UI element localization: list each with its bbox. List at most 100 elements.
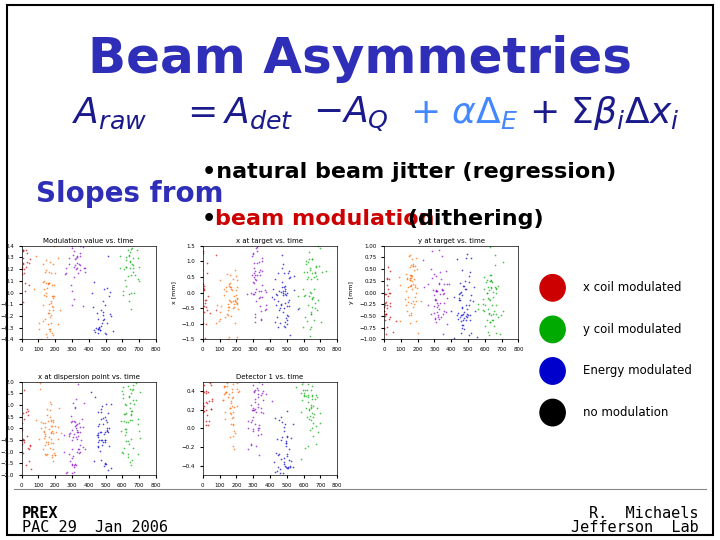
Point (425, 265, 436, 273)
Point (233, 388, 244, 397)
Point (125, 406, 137, 415)
Point (401, 273, 413, 282)
Point (54, 306, 66, 315)
Point (123, 213, 135, 222)
Point (249, 394, 261, 403)
Point (227, 413, 238, 422)
Point (247, 249, 258, 258)
Point (283, 274, 294, 282)
Point (102, 428, 114, 436)
Point (124, 399, 135, 408)
Point (303, 248, 315, 256)
Point (70, 403, 81, 412)
Point (14, 390, 25, 399)
Point (186, 427, 198, 436)
Point (255, 306, 266, 315)
Point (405, 260, 417, 269)
Point (253, 400, 264, 408)
Point (126, 227, 138, 236)
Point (484, 296, 495, 305)
Point (14, 234, 26, 242)
Point (66, 426, 78, 434)
Point (281, 314, 292, 322)
Point (40, 488, 52, 496)
Point (14, 241, 26, 249)
Point (226, 388, 238, 397)
Point (310, 261, 322, 270)
Point (305, 386, 317, 394)
Point (88, 303, 99, 312)
Point (438, 286, 449, 294)
Point (113, 206, 125, 215)
Text: y coil modulated: y coil modulated (583, 323, 682, 336)
Point (270, 301, 282, 309)
Point (400, 286, 412, 295)
Point (119, 275, 130, 284)
Point (253, 239, 265, 247)
Point (195, 464, 207, 473)
Point (250, 474, 261, 482)
Point (125, 238, 136, 246)
Point (439, 241, 451, 250)
Point (66, 416, 78, 425)
Point (281, 449, 292, 458)
Point (46, 281, 58, 289)
Point (307, 254, 318, 263)
Point (12, 458, 24, 467)
Point (17, 434, 29, 443)
Point (248, 264, 259, 273)
Point (454, 295, 466, 304)
Point (16, 416, 27, 425)
Point (116, 387, 127, 396)
Point (311, 275, 323, 284)
Point (247, 249, 258, 258)
Point (197, 348, 208, 357)
Point (305, 401, 317, 409)
Point (9, 257, 20, 266)
Point (22, 431, 33, 440)
Point (495, 311, 507, 320)
Point (104, 348, 116, 356)
Point (280, 442, 292, 450)
Point (229, 429, 240, 437)
Point (295, 454, 307, 463)
Point (427, 232, 438, 240)
Point (49, 422, 60, 430)
Point (116, 220, 127, 228)
Point (66, 244, 78, 252)
Point (93, 329, 104, 338)
Point (99, 435, 111, 444)
Point (99, 438, 111, 447)
Point (194, 396, 206, 404)
Point (463, 301, 474, 309)
Point (73, 230, 84, 239)
Point (279, 298, 291, 307)
Point (7, 255, 19, 264)
Point (22, 443, 34, 452)
Point (201, 410, 212, 419)
Point (307, 355, 318, 363)
Point (194, 339, 205, 347)
Point (374, 280, 386, 289)
Point (378, 289, 390, 298)
Point (379, 301, 391, 309)
Point (199, 303, 211, 312)
Point (194, 312, 205, 321)
Point (118, 417, 130, 426)
Point (123, 440, 135, 448)
Point (68, 273, 79, 281)
Point (37, 445, 49, 454)
Point (315, 318, 326, 326)
Point (448, 292, 459, 301)
Point (380, 289, 392, 298)
Point (65, 456, 76, 465)
Point (441, 320, 453, 328)
Point (394, 316, 405, 325)
Point (71, 433, 82, 442)
Point (251, 271, 263, 279)
Point (441, 293, 453, 302)
Point (76, 212, 88, 220)
Point (487, 315, 499, 324)
Point (197, 284, 208, 293)
Point (224, 279, 235, 287)
